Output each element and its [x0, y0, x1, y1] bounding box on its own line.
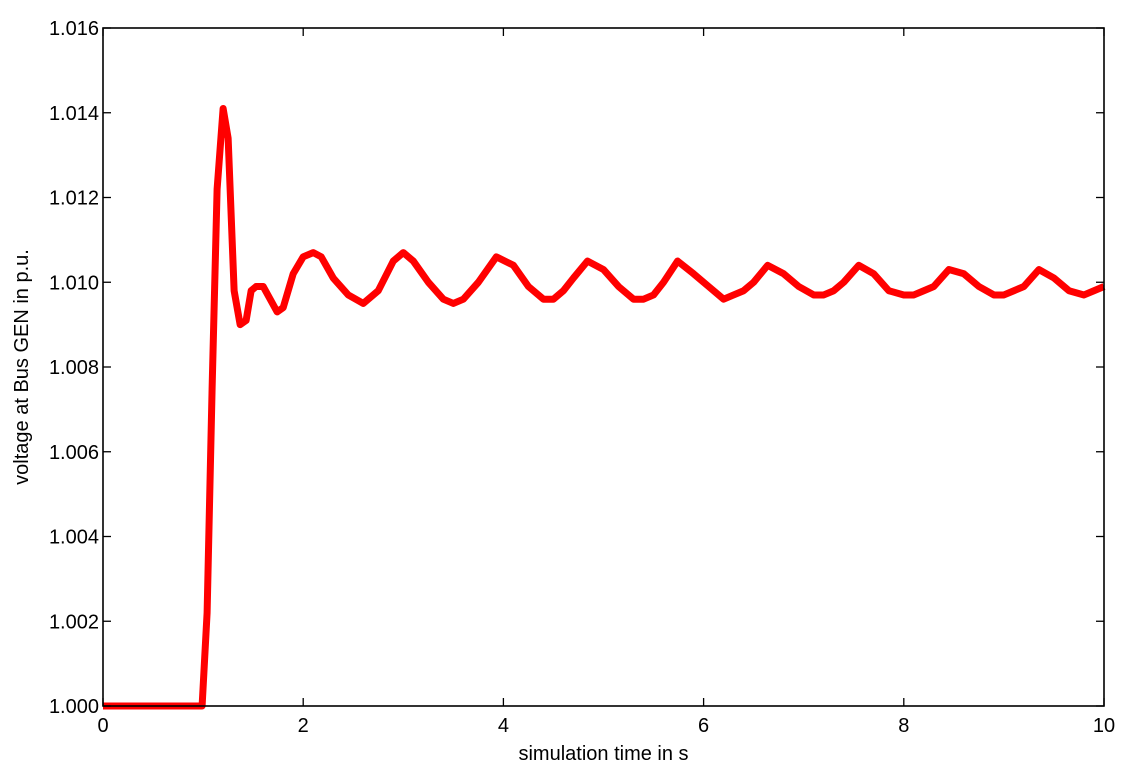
axis-ticks: [102, 27, 1105, 707]
x-tick-label: 10: [1093, 715, 1115, 737]
series-line: [103, 105, 1106, 710]
y-tick-label: 1.008: [49, 357, 99, 379]
x-tick-label: 8: [898, 715, 909, 737]
y-tick-label: 1.002: [49, 611, 99, 633]
y-tick-label: 1.010: [49, 272, 99, 294]
y-tick-label: 1.016: [49, 18, 99, 40]
y-tick-label: 1.012: [49, 188, 99, 210]
y-tick-label: 1.014: [49, 103, 99, 125]
y-axis-label: voltage at Bus GEN in p.u.: [11, 249, 33, 485]
x-tick-label: 4: [498, 715, 509, 737]
y-tick-label: 1.004: [49, 527, 99, 549]
x-tick-label: 6: [698, 715, 709, 737]
x-tick-label: 0: [97, 715, 108, 737]
y-tick-label: 1.000: [49, 696, 99, 718]
x-axis-label: simulation time in s: [518, 743, 688, 765]
plot-data-layer: [103, 105, 1106, 710]
axis-tick-labels: 0 2 4 6 8 10 1.000 1.002 1.004 1.006 1.008 1.010 1.0…: [49, 18, 1115, 737]
x-tick-label: 2: [298, 715, 309, 737]
y-tick-label: 1.006: [49, 442, 99, 464]
